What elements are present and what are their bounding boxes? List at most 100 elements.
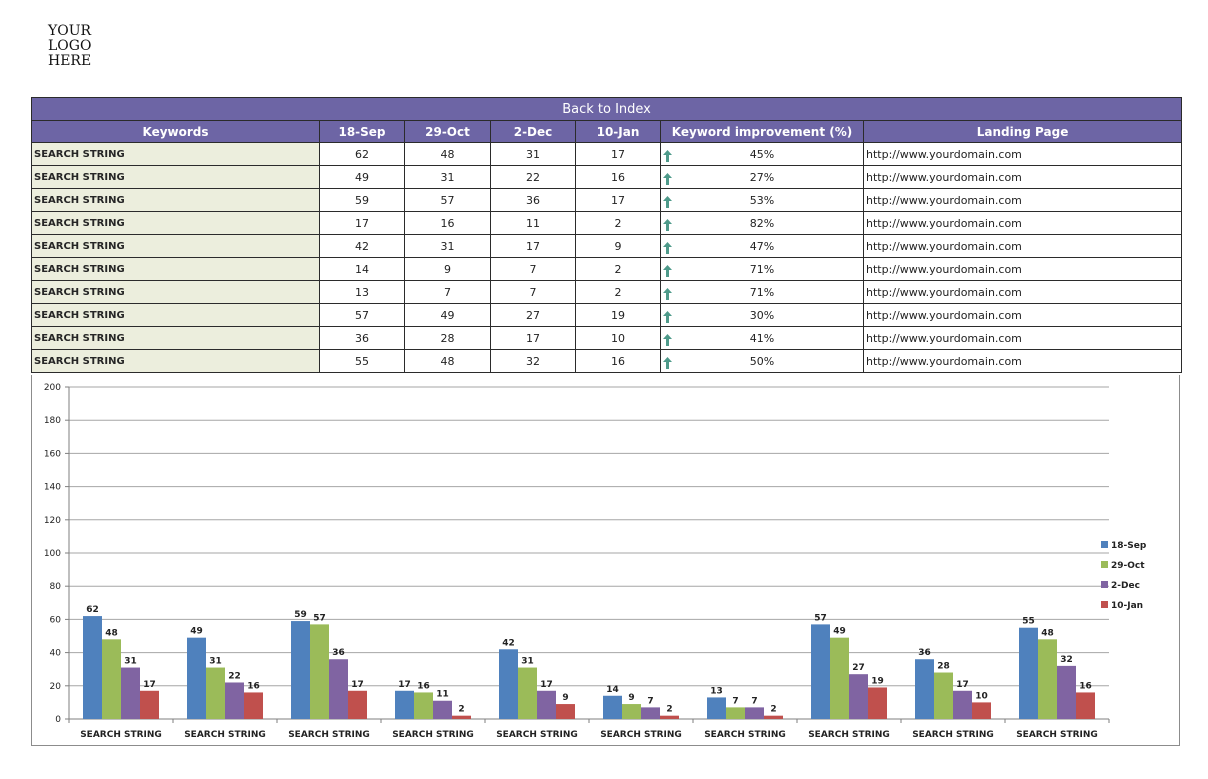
- up-arrow-icon: [663, 242, 672, 254]
- keyword-cell: SEARCH STRING: [31, 303, 320, 327]
- value-29-oct-cell: 48: [404, 142, 491, 166]
- landing-page-cell: http://www.yourdomain.com: [862, 257, 1183, 281]
- bar: [622, 704, 641, 719]
- data-label: 17: [143, 680, 156, 690]
- value-18-sep-cell: 59: [319, 188, 405, 212]
- landing-page-cell: http://www.yourdomain.com: [862, 326, 1183, 350]
- data-label: 36: [332, 648, 345, 658]
- y-tick-label: 20: [50, 682, 62, 692]
- back-to-index-link[interactable]: Back to Index: [30, 97, 1183, 121]
- category-label: SEARCH STRING: [704, 730, 786, 740]
- data-label: 62: [86, 605, 99, 615]
- value-2-dec-cell: 7: [490, 280, 576, 304]
- data-label: 17: [540, 680, 553, 690]
- data-label: 48: [105, 628, 118, 638]
- landing-page-cell: http://www.yourdomain.com: [862, 303, 1183, 327]
- data-label: 11: [436, 690, 449, 700]
- improvement-value: 30%: [749, 308, 775, 322]
- y-tick-label: 60: [50, 615, 62, 625]
- up-arrow-icon: [663, 265, 672, 277]
- y-tick-label: 0: [55, 715, 61, 725]
- y-tick-label: 100: [44, 549, 61, 559]
- value-18-sep-cell: 42: [319, 234, 405, 258]
- data-label: 17: [351, 680, 364, 690]
- value-29-oct-cell: 49: [404, 303, 491, 327]
- y-tick-label: 120: [44, 516, 61, 526]
- value-29-oct-cell: 48: [404, 349, 491, 373]
- value-18-sep-cell: 14: [319, 257, 405, 281]
- data-label: 16: [417, 681, 430, 691]
- data-label: 48: [1041, 628, 1054, 638]
- bar: [187, 637, 206, 719]
- improvement-value: 53%: [749, 193, 775, 207]
- value-2-dec-cell: 22: [490, 165, 576, 189]
- landing-page-cell: http://www.yourdomain.com: [862, 142, 1183, 166]
- legend-swatch: [1101, 541, 1108, 548]
- data-label: 9: [628, 693, 634, 703]
- bar: [433, 700, 452, 719]
- data-label: 17: [956, 680, 969, 690]
- y-tick-label: 40: [50, 649, 62, 659]
- data-label: 14: [606, 685, 619, 695]
- value-29-oct-cell: 28: [404, 326, 491, 350]
- table-row: SEARCH STRING 14 9 7 2 71% http://www.yourdoma…: [31, 257, 1183, 281]
- up-arrow-icon: [663, 150, 672, 162]
- landing-page-cell: http://www.yourdomain.com: [862, 165, 1183, 189]
- up-arrow-icon: [663, 311, 672, 323]
- y-tick-label: 160: [44, 449, 61, 459]
- value-18-sep-cell: 36: [319, 326, 405, 350]
- keyword-cell: SEARCH STRING: [31, 142, 320, 166]
- value-18-sep-cell: 55: [319, 349, 405, 373]
- bar: [953, 690, 972, 719]
- data-label: 2: [770, 705, 776, 715]
- value-29-oct-cell: 16: [404, 211, 491, 235]
- value-10-jan-cell: 19: [575, 303, 661, 327]
- value-2-dec-cell: 17: [490, 326, 576, 350]
- value-10-jan-cell: 2: [575, 257, 661, 281]
- bar: [225, 682, 244, 719]
- table-row: SEARCH STRING 36 28 17 10 41% http://www.yourd…: [31, 326, 1183, 350]
- value-10-jan-cell: 17: [575, 142, 661, 166]
- up-arrow-icon: [663, 173, 672, 185]
- keyword-cell: SEARCH STRING: [31, 257, 320, 281]
- data-label: 49: [190, 627, 203, 637]
- data-label: 49: [833, 627, 846, 637]
- value-18-sep-cell: 13: [319, 280, 405, 304]
- bar: [868, 687, 887, 719]
- data-label: 27: [852, 663, 865, 673]
- improvement-cell: 53%: [660, 188, 864, 212]
- bar: [537, 690, 556, 719]
- keyword-chart: 0 20 40 60 80 100 120 140 160 180 200 62 48 31 17 SEARC…: [31, 375, 1180, 746]
- improvement-value: 71%: [749, 262, 775, 276]
- value-18-sep-cell: 49: [319, 165, 405, 189]
- landing-page-cell: http://www.yourdomain.com: [862, 211, 1183, 235]
- landing-page-cell: http://www.yourdomain.com: [862, 188, 1183, 212]
- header-keywords: Keywords: [31, 120, 320, 143]
- table-row: SEARCH STRING 62 48 31 17 45% http://www.yourd…: [31, 142, 1183, 166]
- value-10-jan-cell: 9: [575, 234, 661, 258]
- bar: [830, 637, 849, 719]
- bar: [811, 624, 830, 719]
- data-label: 7: [751, 696, 757, 706]
- category-label: SEARCH STRING: [392, 730, 474, 740]
- header-10-jan: 10-Jan: [575, 120, 661, 143]
- up-arrow-icon: [663, 288, 672, 300]
- value-10-jan-cell: 10: [575, 326, 661, 350]
- improvement-cell: 47%: [660, 234, 864, 258]
- data-label: 31: [124, 657, 137, 667]
- value-2-dec-cell: 36: [490, 188, 576, 212]
- table-row: SEARCH STRING 42 31 17 9 47% http://www.yourdo…: [31, 234, 1183, 258]
- bar: [1038, 639, 1057, 719]
- table-row: SEARCH STRING 59 57 36 17 53% http://www.yourd…: [31, 188, 1183, 212]
- value-18-sep-cell: 57: [319, 303, 405, 327]
- data-label: 19: [871, 676, 884, 686]
- improvement-cell: 41%: [660, 326, 864, 350]
- value-2-dec-cell: 17: [490, 234, 576, 258]
- bar: [348, 690, 367, 719]
- category-label: SEARCH STRING: [496, 730, 578, 740]
- data-label: 9: [562, 693, 568, 703]
- table-body: SEARCH STRING 62 48 31 17 45% http://www.yourd…: [31, 142, 1183, 373]
- improvement-value: 82%: [749, 216, 775, 230]
- improvement-value: 45%: [749, 147, 775, 161]
- y-tick-label: 140: [44, 483, 61, 493]
